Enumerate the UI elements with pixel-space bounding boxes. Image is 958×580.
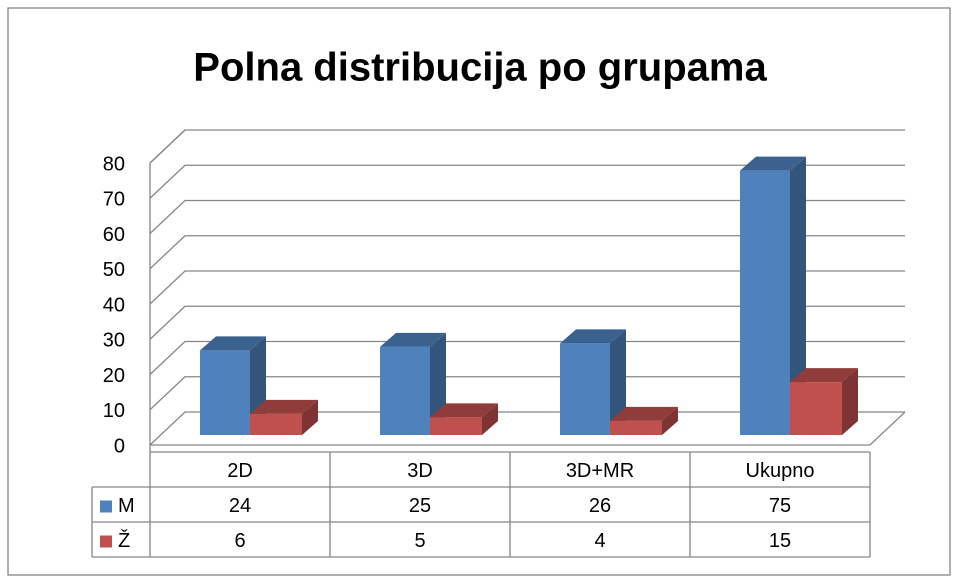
y-tick-label: 0 [114, 435, 125, 457]
bar-top [560, 329, 626, 344]
legend-label: Ž [118, 529, 130, 552]
bar [610, 420, 662, 435]
table-value: 4 [594, 530, 605, 552]
table-value: 15 [769, 530, 791, 552]
grid-line [149, 305, 905, 340]
bar-top [610, 406, 678, 421]
bar [740, 170, 790, 435]
chart-border [7, 7, 951, 576]
bar-top [430, 403, 498, 418]
x-tick-label: 2D [227, 460, 253, 482]
bar [200, 350, 250, 435]
x-tick-label: 3D [407, 460, 433, 482]
y-tick-label: 30 [103, 330, 125, 352]
table-value: 75 [769, 495, 791, 517]
grid-line [149, 199, 905, 234]
grid-line [149, 376, 905, 411]
bar-side [662, 406, 678, 435]
table-value: 5 [414, 530, 425, 552]
grid-line [149, 270, 905, 305]
table-value: 24 [229, 495, 251, 517]
y-tick-label: 60 [103, 224, 125, 246]
grid-line [149, 129, 905, 164]
floor [150, 411, 906, 446]
bar-top [740, 156, 806, 171]
grid-line [149, 235, 905, 270]
bar [560, 343, 610, 435]
y-tick-label: 20 [103, 365, 125, 387]
bar [430, 417, 482, 435]
legend-key [100, 500, 112, 513]
y-tick-label: 80 [103, 153, 125, 175]
bar-top [250, 399, 318, 414]
x-tick-label: 3D+MR [566, 460, 634, 482]
table-value: 26 [589, 495, 611, 517]
x-tick-label: Ukupno [746, 460, 815, 482]
legend-key [100, 535, 112, 548]
table-value: 25 [409, 495, 431, 517]
bar-side [482, 403, 498, 435]
grid-line [149, 340, 905, 375]
bar [250, 413, 302, 435]
bar-side [610, 329, 626, 435]
bar-side [302, 399, 318, 435]
bar-top [790, 368, 858, 383]
y-tick-label: 50 [103, 259, 125, 281]
legend-label: M [118, 495, 135, 517]
bar [790, 382, 842, 435]
bar-top [380, 332, 446, 347]
y-tick-label: 70 [103, 189, 125, 211]
grid-line [149, 164, 905, 199]
y-tick-label: 10 [103, 400, 125, 422]
bar-side [842, 368, 858, 435]
bar-side [790, 156, 806, 435]
y-tick-label: 40 [103, 294, 125, 316]
table-value: 6 [234, 530, 245, 552]
bar [380, 346, 430, 435]
bar-top [200, 336, 266, 351]
chart-title: Polna distribucija po grupama [193, 46, 767, 90]
